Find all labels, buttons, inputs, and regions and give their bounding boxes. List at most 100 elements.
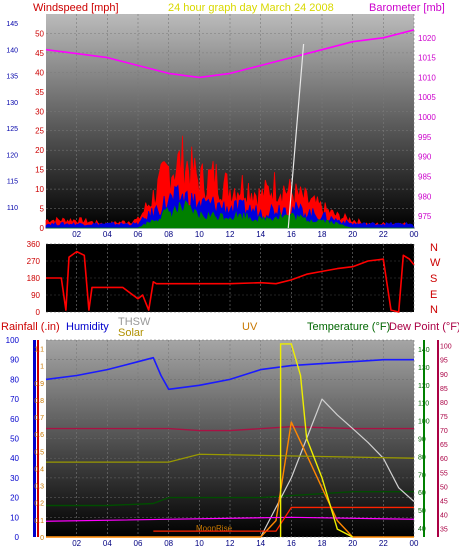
x-tick-label: 08: [164, 539, 173, 548]
uv-axis-title: UV: [242, 321, 258, 333]
x-tick-label: 00: [410, 539, 419, 548]
x-tick-label: 12: [226, 230, 235, 239]
barometer-axis-title: Barometer [mb]: [369, 2, 445, 14]
temp-y-tick-label: 60: [418, 490, 426, 497]
compass-s: S: [430, 273, 437, 285]
x-tick-label: 04: [103, 230, 112, 239]
x-tick-label: 22: [379, 539, 388, 548]
dir-y-tick-label: 0: [36, 308, 41, 317]
temperature-line: [46, 491, 414, 507]
humidity-y-tick-label: 50: [10, 435, 19, 444]
wind-y-tick-label: 5: [40, 205, 45, 214]
temperature-axis-title: Temperature (°F): [307, 321, 390, 333]
dewpoint-y-tick-label: 60: [440, 456, 448, 463]
temp-y-tick-label: 90: [418, 437, 426, 444]
x-tick-label: 16: [287, 539, 296, 548]
temp-y-tick-label: 120: [418, 383, 430, 390]
humidity-y-tick-label: 100: [6, 336, 20, 345]
uv-y-tick-label: 0.7: [34, 415, 44, 422]
humidity-axis-bar: [33, 340, 36, 537]
baro-y-tick-label: 1020: [418, 34, 436, 43]
baro-y-tick-label: 985: [418, 172, 432, 181]
baro-y-tick-label: 980: [418, 192, 432, 201]
dewpoint-y-tick-label: 45: [440, 498, 448, 505]
solar-radiation-line: [279, 343, 353, 538]
x-tick-label: 18: [318, 230, 327, 239]
thsw-line: [46, 453, 415, 463]
uv-y-tick-label: 1: [40, 364, 44, 371]
uv-y-tick-label: 0.3: [34, 484, 44, 491]
wind-y-tick-label: 30: [35, 107, 44, 116]
uv-y-tick-label: 0.4: [34, 466, 44, 473]
uv-y-tick-label: 0.2: [34, 501, 44, 508]
temp-y-tick-label: 40: [418, 526, 426, 533]
wind-extra-tick-label: 145: [6, 21, 18, 28]
baro-y-tick-label: 990: [418, 153, 432, 162]
dewpoint-y-tick-label: 100: [440, 344, 452, 351]
uv-y-tick-label: 0.9: [34, 381, 44, 388]
baro-y-tick-label: 1010: [418, 73, 436, 82]
x-tick-label: 06: [134, 230, 143, 239]
aux-red-line: [153, 506, 414, 532]
x-tick-label: 20: [348, 230, 357, 239]
dewpoint-axis-title: Dew Point (°F): [389, 321, 459, 333]
wind-y-tick-label: 35: [35, 88, 44, 97]
dir-y-tick-label: 360: [27, 240, 41, 249]
x-tick-label: 16: [287, 230, 296, 239]
graph-title: 24 hour graph day March 24 2008: [168, 2, 334, 14]
x-tick-label: 20: [348, 539, 357, 548]
x-tick-label: 08: [164, 230, 173, 239]
dewpoint-y-tick-label: 35: [440, 527, 448, 534]
wind-series-avg: [45, 184, 415, 229]
dewpoint-y-tick-label: 65: [440, 442, 448, 449]
x-tick-label: 14: [256, 230, 265, 239]
series-layer: [45, 29, 415, 538]
humidity-y-tick-label: 90: [10, 356, 19, 365]
uv-y-tick-label: 1.1: [34, 347, 44, 354]
x-tick-label: 02: [72, 539, 81, 548]
humidity-y-tick-label: 0: [15, 533, 20, 542]
temp-y-tick-label: 80: [418, 454, 426, 461]
rainfall-axis-bar: [37, 340, 39, 537]
uv-y-tick-label: 0: [40, 535, 44, 542]
humidity-y-tick-label: 30: [10, 474, 19, 483]
rainfall-axis-title: Rainfall (.in): [1, 321, 60, 333]
x-tick-label: 12: [226, 539, 235, 548]
wind-series-low: [46, 200, 414, 229]
x-tick-label: 02: [72, 230, 81, 239]
baro-y-tick-label: 975: [418, 212, 432, 221]
dewpoint-y-tick-label: 90: [440, 372, 448, 379]
wind-y-tick-label: 10: [35, 185, 44, 194]
uv-y-tick-label: 0.5: [34, 449, 44, 456]
humidity-y-tick-label: 80: [10, 375, 19, 384]
humidity-axis-title: Humidity: [66, 321, 109, 333]
humidity-line: [45, 356, 414, 391]
temp-y-tick-label: 50: [418, 508, 426, 515]
dir-y-tick-label: 90: [31, 291, 40, 300]
dewpoint-y-tick-label: 40: [440, 512, 448, 519]
dewpoint-line: [46, 426, 414, 432]
compass-n-top: N: [430, 242, 438, 254]
barometer-line: [45, 29, 415, 79]
compass-e: E: [430, 289, 437, 301]
x-tick-label: 00: [410, 230, 419, 239]
x-tick-label: 06: [134, 539, 143, 548]
wind-y-tick-label: 25: [35, 127, 44, 136]
uv-y-tick-label: 0.6: [34, 432, 44, 439]
uv-y-tick-label: 0.8: [34, 398, 44, 405]
wind-direction-line: [46, 250, 415, 313]
dir-y-tick-label: 270: [27, 257, 41, 266]
moonrise-label: MoonRise: [196, 524, 233, 533]
humidity-y-tick-label: 60: [10, 415, 19, 424]
humidity-y-tick-label: 20: [10, 494, 19, 503]
x-tick-label: 18: [318, 539, 327, 548]
wind-extra-tick-label: 115: [7, 179, 18, 186]
humidity-y-tick-label: 10: [10, 513, 19, 522]
x-tick-label: 04: [103, 539, 112, 548]
temperature-axis-bar: [423, 340, 425, 537]
wind-y-tick-label: 50: [35, 29, 44, 38]
wind-y-tick-label: 45: [35, 49, 44, 58]
